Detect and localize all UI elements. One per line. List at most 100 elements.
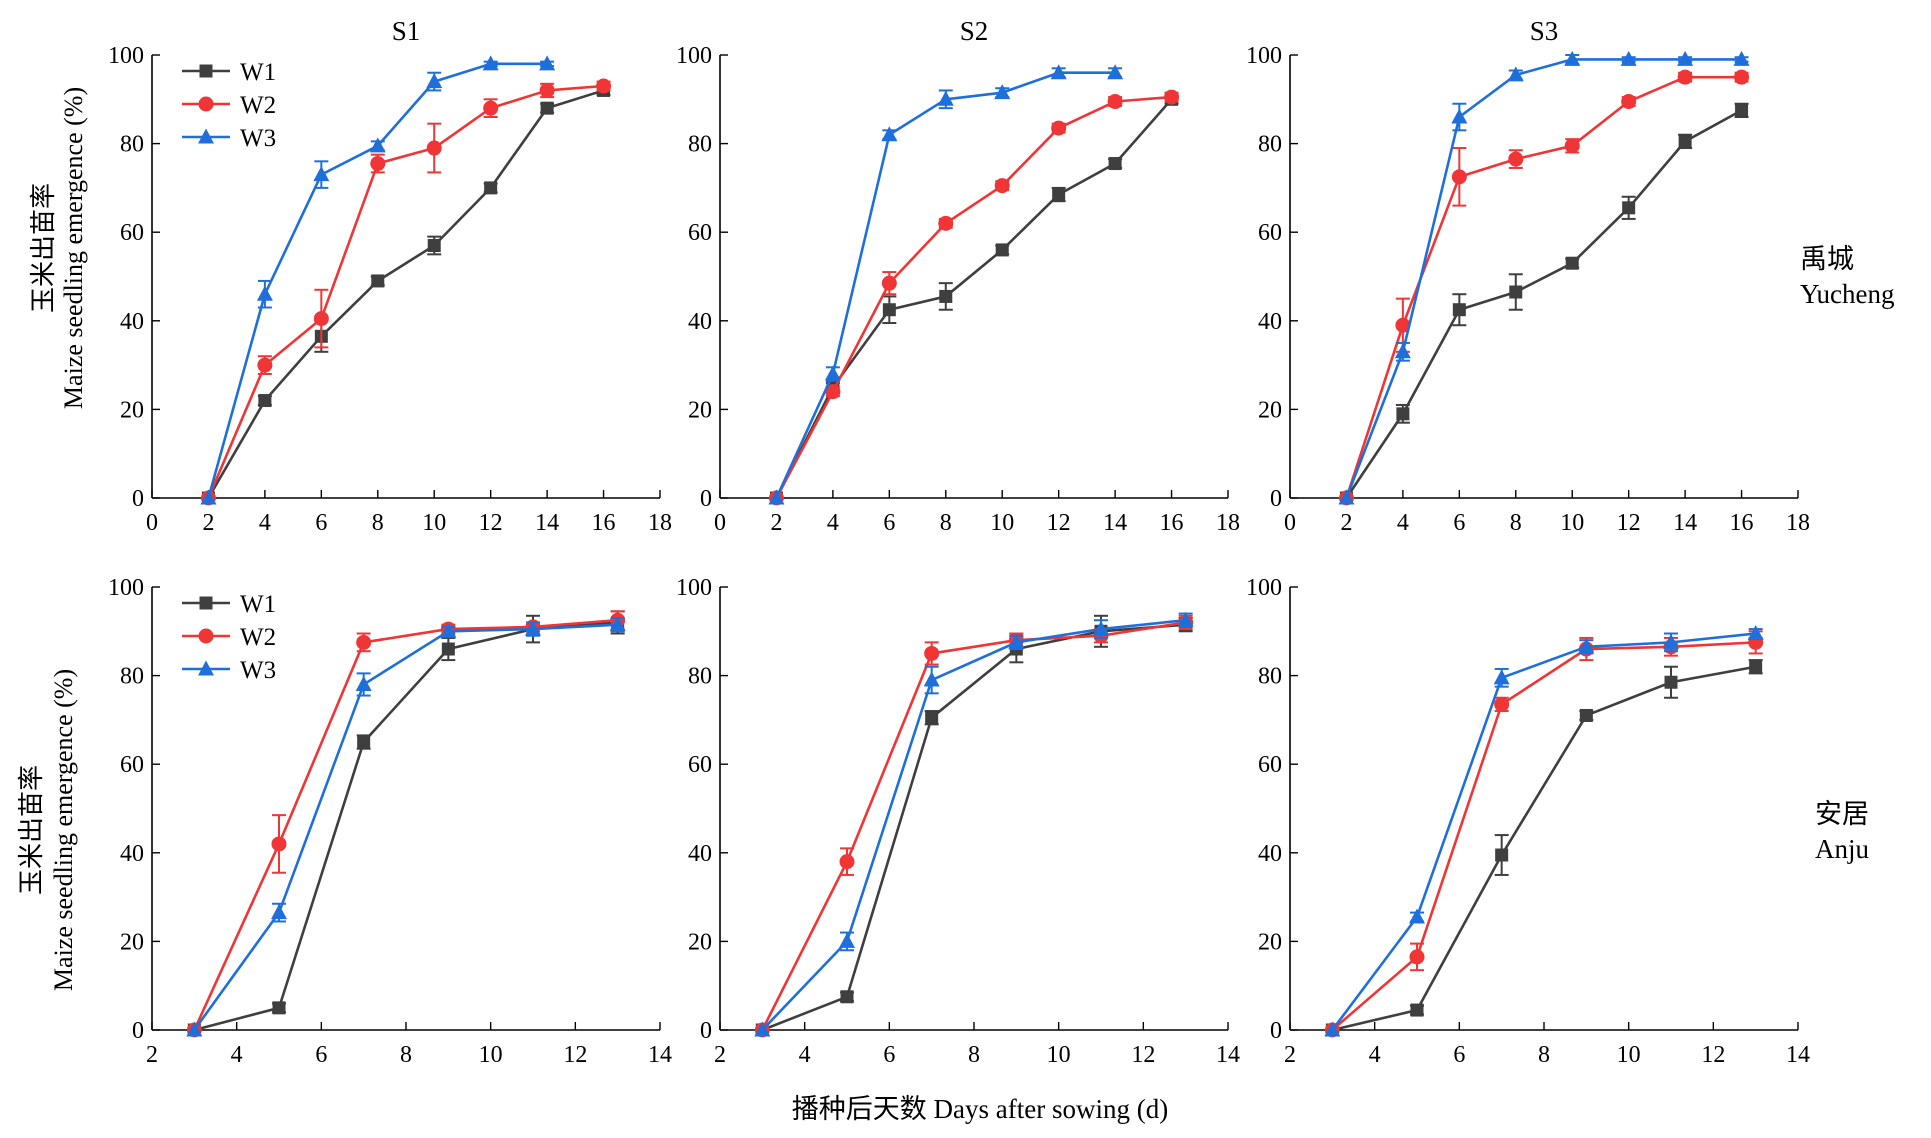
x-tick-label: 2 — [202, 510, 214, 536]
y-tick-label: 100 — [676, 575, 712, 601]
data-point — [1495, 848, 1509, 862]
y-tick-label: 0 — [132, 486, 144, 512]
x-tick-label: 8 — [1538, 1042, 1550, 1068]
x-tick-label: 2 — [146, 1042, 158, 1068]
x-tick-label: 18 — [1216, 510, 1240, 536]
data-point — [1749, 660, 1763, 674]
legend-label-w1: W1 — [240, 59, 276, 86]
chart-panel-4: 0 20 40 60 80 100 2 4 6 8 10 12 14 W1 W2 W3 — [108, 575, 672, 1068]
data-point — [839, 932, 855, 948]
y-tick-label: 80 — [688, 132, 712, 158]
panel-title: S2 — [960, 16, 989, 46]
y-tick-label: 60 — [688, 220, 712, 246]
data-point — [1747, 625, 1764, 641]
legend: W1 W2 W3 — [182, 591, 276, 684]
y-tick-label: 20 — [1258, 929, 1282, 955]
data-point — [483, 100, 499, 116]
data-point — [825, 384, 841, 400]
chart-panel-1: 0 20 40 60 80 100 0 2 4 6 8 10 12 14 16 18 S1 W1 W2 W3 — [108, 16, 672, 536]
x-tick-label: 16 — [1160, 510, 1184, 536]
data-point — [1051, 120, 1067, 136]
data-point — [1508, 151, 1524, 167]
x-tick-label: 0 — [146, 510, 158, 536]
data-point — [272, 1001, 286, 1015]
data-point — [1677, 69, 1693, 85]
row-label-yucheng-cn: 禹城 — [1800, 244, 1854, 274]
x-tick-label: 10 — [479, 1042, 503, 1068]
data-point — [370, 156, 386, 172]
data-point — [1493, 669, 1510, 685]
series-w1 — [755, 614, 1193, 1037]
data-point — [539, 55, 556, 71]
y-tick-label: 100 — [108, 575, 144, 601]
y-tick-label: 20 — [120, 397, 144, 423]
x-tick-label: 10 — [1560, 510, 1584, 536]
data-point — [1677, 50, 1694, 66]
data-point — [994, 84, 1011, 100]
panel-title: S3 — [1530, 16, 1559, 46]
data-point — [357, 735, 371, 749]
data-point — [1052, 188, 1066, 202]
data-point — [256, 285, 273, 301]
row-label-yucheng-en: Yucheng — [1800, 279, 1894, 309]
row-label-anju-cn: 安居 — [1815, 799, 1869, 829]
series-line-w2 — [1331, 641, 1756, 1031]
data-point — [923, 671, 940, 687]
series-w1 — [1339, 102, 1749, 505]
y-tick-label: 100 — [1246, 575, 1282, 601]
series-line-w2 — [1345, 75, 1742, 499]
series-line-w2 — [775, 95, 1172, 499]
series-line-w3 — [1345, 58, 1742, 499]
data-point — [881, 126, 898, 142]
data-point — [440, 622, 457, 638]
data-point — [1396, 407, 1410, 421]
data-point — [1564, 138, 1580, 154]
data-point — [937, 90, 954, 106]
series-w3 — [768, 64, 1124, 505]
data-point — [482, 55, 499, 71]
y-tick-label: 0 — [700, 1018, 712, 1044]
series-w3 — [1324, 625, 1764, 1037]
x-tick-label: 0 — [714, 510, 726, 536]
data-point — [1451, 169, 1467, 185]
x-tick-label: 4 — [259, 510, 271, 536]
data-point — [1734, 69, 1750, 85]
series-line-w3 — [193, 623, 618, 1031]
data-point — [271, 904, 287, 920]
series-w2 — [768, 89, 1180, 506]
data-point — [186, 1021, 203, 1037]
x-tick-label: 14 — [1216, 1042, 1240, 1068]
series-w2 — [754, 614, 1194, 1038]
x-tick-label: 14 — [1786, 1042, 1810, 1068]
data-point — [313, 311, 329, 327]
x-tick-label: 12 — [1131, 1042, 1155, 1068]
legend-marker — [198, 128, 214, 144]
y-tick-label: 60 — [120, 220, 144, 246]
y-tick-label: 80 — [1258, 664, 1282, 690]
data-point — [426, 73, 443, 89]
series-line-w1 — [207, 89, 604, 499]
y-tick-label: 80 — [1258, 132, 1282, 158]
data-point — [540, 101, 554, 115]
x-tick-label: 8 — [372, 510, 384, 536]
data-point — [200, 489, 217, 505]
chart-panel-2: 0 20 40 60 80 100 0 2 4 6 8 10 12 14 16 18 S2 — [676, 16, 1240, 536]
x-tick-label: 0 — [1284, 510, 1296, 536]
series-w3 — [200, 55, 556, 505]
series-w2 — [1338, 69, 1750, 506]
x-tick-label: 6 — [883, 1042, 895, 1068]
panel-title: S1 — [392, 16, 421, 46]
data-point — [426, 140, 442, 156]
y-tick-label: 60 — [688, 752, 712, 778]
y-tick-label: 40 — [688, 309, 712, 335]
x-tick-label: 18 — [648, 510, 672, 536]
series-w1 — [769, 92, 1179, 505]
y-tick-label: 20 — [1258, 397, 1282, 423]
data-point — [840, 990, 854, 1004]
x-tick-label: 12 — [479, 510, 503, 536]
legend-marker — [199, 596, 213, 610]
legend-label-w1: W1 — [240, 591, 276, 618]
series-w1 — [201, 83, 611, 505]
data-point — [939, 289, 953, 303]
